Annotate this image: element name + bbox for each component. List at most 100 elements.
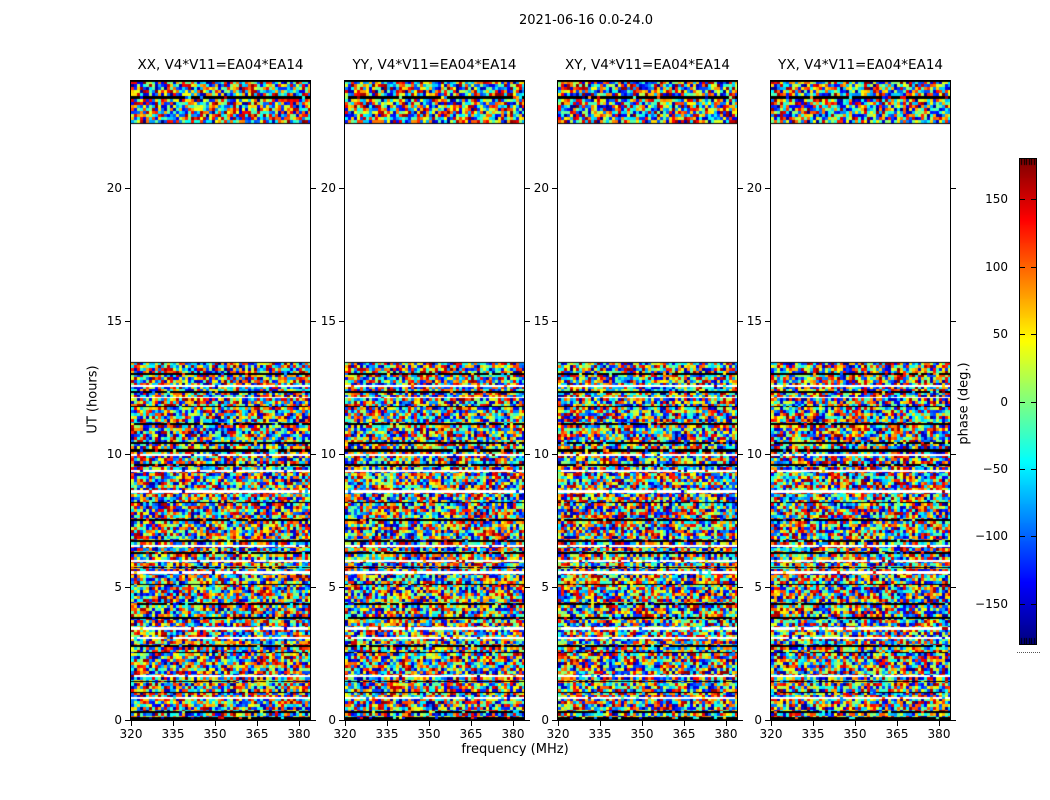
y-tick xyxy=(525,188,530,189)
colorbar-tick-label: 0 xyxy=(1000,395,1008,409)
y-tick-label: 5 xyxy=(754,580,762,594)
heatmap-canvas-xy xyxy=(558,81,737,720)
y-tick xyxy=(525,321,530,322)
y-axis-label: UT (hours) xyxy=(85,365,101,434)
y-tick xyxy=(311,321,316,322)
heatmap-canvas-yx xyxy=(771,81,950,720)
x-tick-label: 335 xyxy=(588,727,612,741)
heatmap-canvas-yy xyxy=(345,81,524,720)
x-tick xyxy=(513,721,514,726)
x-tick xyxy=(173,721,174,726)
y-tick-label: 15 xyxy=(746,314,762,328)
panel-yx xyxy=(770,80,951,721)
y-tick xyxy=(765,188,770,189)
colorbar-tick xyxy=(1031,536,1036,537)
panel-title-yy: YY, V4*V11=EA04*EA14 xyxy=(352,57,517,73)
y-tick xyxy=(125,321,130,322)
colorbar-tick xyxy=(1031,604,1036,605)
x-tick xyxy=(429,721,430,726)
x-tick xyxy=(939,721,940,726)
y-tick xyxy=(738,587,743,588)
y-tick xyxy=(339,188,344,189)
y-tick-label: 5 xyxy=(541,580,549,594)
y-tick xyxy=(525,720,530,721)
panel-yy xyxy=(344,80,525,721)
y-tick xyxy=(765,587,770,588)
y-tick xyxy=(311,587,316,588)
y-tick-label: 15 xyxy=(533,314,549,328)
colorbar-tick xyxy=(1031,402,1036,403)
y-tick xyxy=(765,720,770,721)
x-tick xyxy=(558,721,559,726)
y-tick xyxy=(339,720,344,721)
y-tick-label: 20 xyxy=(533,181,549,195)
y-tick-label: 15 xyxy=(106,314,122,328)
y-tick-label: 20 xyxy=(320,181,336,195)
y-tick xyxy=(765,321,770,322)
colorbar-label: phase (deg.) xyxy=(956,362,972,445)
y-tick xyxy=(552,720,557,721)
y-tick-label: 10 xyxy=(533,447,549,461)
colorbar-tick xyxy=(1020,402,1025,403)
y-tick xyxy=(552,321,557,322)
y-tick xyxy=(738,321,743,322)
colorbar-canvas xyxy=(1020,159,1036,644)
x-tick-label: 365 xyxy=(459,727,483,741)
panel-xy xyxy=(557,80,738,721)
figure-title: 2021-06-16 0.0-24.0 xyxy=(519,13,653,28)
heatmap-canvas-xx xyxy=(131,81,310,720)
y-tick xyxy=(311,454,316,455)
y-tick-label: 5 xyxy=(328,580,336,594)
x-tick-label: 320 xyxy=(333,727,357,741)
x-tick xyxy=(813,721,814,726)
y-tick xyxy=(738,720,743,721)
y-tick-label: 10 xyxy=(746,447,762,461)
y-tick xyxy=(311,188,316,189)
x-tick-label: 350 xyxy=(630,727,654,741)
y-tick xyxy=(951,454,956,455)
y-tick xyxy=(552,587,557,588)
y-tick-label: 20 xyxy=(746,181,762,195)
y-tick-label: 20 xyxy=(106,181,122,195)
x-tick xyxy=(387,721,388,726)
colorbar-tick-label: 50 xyxy=(992,327,1008,341)
x-tick xyxy=(345,721,346,726)
y-tick xyxy=(339,321,344,322)
colorbar-tick xyxy=(1031,199,1036,200)
x-tick-label: 320 xyxy=(546,727,570,741)
x-tick xyxy=(771,721,772,726)
y-tick-label: 0 xyxy=(541,713,549,727)
y-tick xyxy=(552,188,557,189)
x-tick-label: 365 xyxy=(245,727,269,741)
x-tick-label: 380 xyxy=(501,727,525,741)
x-tick-label: 380 xyxy=(714,727,738,741)
colorbar-tick xyxy=(1020,469,1025,470)
colorbar-tick-label: −150 xyxy=(975,597,1008,611)
y-tick xyxy=(125,188,130,189)
colorbar-tick xyxy=(1020,334,1025,335)
panel-title-xy: XY, V4*V11=EA04*EA14 xyxy=(564,57,730,73)
x-tick-label: 380 xyxy=(287,727,311,741)
y-tick xyxy=(525,454,530,455)
y-tick xyxy=(765,454,770,455)
y-tick-label: 5 xyxy=(114,580,122,594)
x-tick-label: 320 xyxy=(119,727,143,741)
colorbar-tick-label: −100 xyxy=(975,529,1008,543)
x-tick xyxy=(600,721,601,726)
x-axis-label: frequency (MHz) xyxy=(461,742,569,757)
y-tick xyxy=(738,188,743,189)
x-tick xyxy=(257,721,258,726)
x-tick xyxy=(131,721,132,726)
x-tick-label: 350 xyxy=(203,727,227,741)
y-tick-label: 10 xyxy=(320,447,336,461)
y-tick-label: 0 xyxy=(328,713,336,727)
x-tick-label: 380 xyxy=(927,727,951,741)
panel-title-yx: YX, V4*V11=EA04*EA14 xyxy=(777,57,943,73)
x-tick xyxy=(855,721,856,726)
y-tick-label: 0 xyxy=(114,713,122,727)
x-tick xyxy=(684,721,685,726)
colorbar-tick-label: 100 xyxy=(985,260,1008,274)
x-tick xyxy=(471,721,472,726)
y-tick xyxy=(951,321,956,322)
y-tick xyxy=(951,188,956,189)
